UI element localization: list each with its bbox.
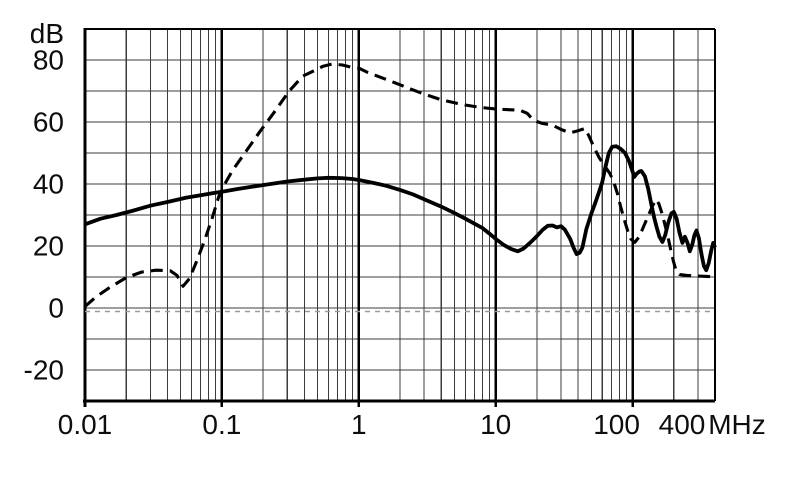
y-tick-label: 0 [48, 293, 64, 324]
x-tick-label: 10 [480, 409, 511, 440]
dashed-curve-path [83, 62, 716, 308]
x-tick-label: 400 [659, 409, 706, 440]
y-tick-label: 40 [33, 169, 64, 200]
x-tick-label: 0.01 [58, 409, 113, 440]
y-axis-unit-label: dB [30, 18, 64, 49]
x-tick-label: 0.1 [202, 409, 241, 440]
curves [83, 62, 717, 313]
grid [85, 29, 715, 401]
y-tick-label: 80 [33, 45, 64, 76]
y-tick-label: -20 [24, 355, 64, 386]
y-tick-label: 60 [33, 107, 64, 138]
x-tick-label: 1 [351, 409, 367, 440]
y-tick-label: 20 [33, 231, 64, 262]
x-tick-label: 100 [593, 409, 640, 440]
x-axis-unit-label: MHz [708, 409, 766, 440]
solid-curve-path [84, 144, 717, 273]
axis-frame [83, 28, 716, 407]
